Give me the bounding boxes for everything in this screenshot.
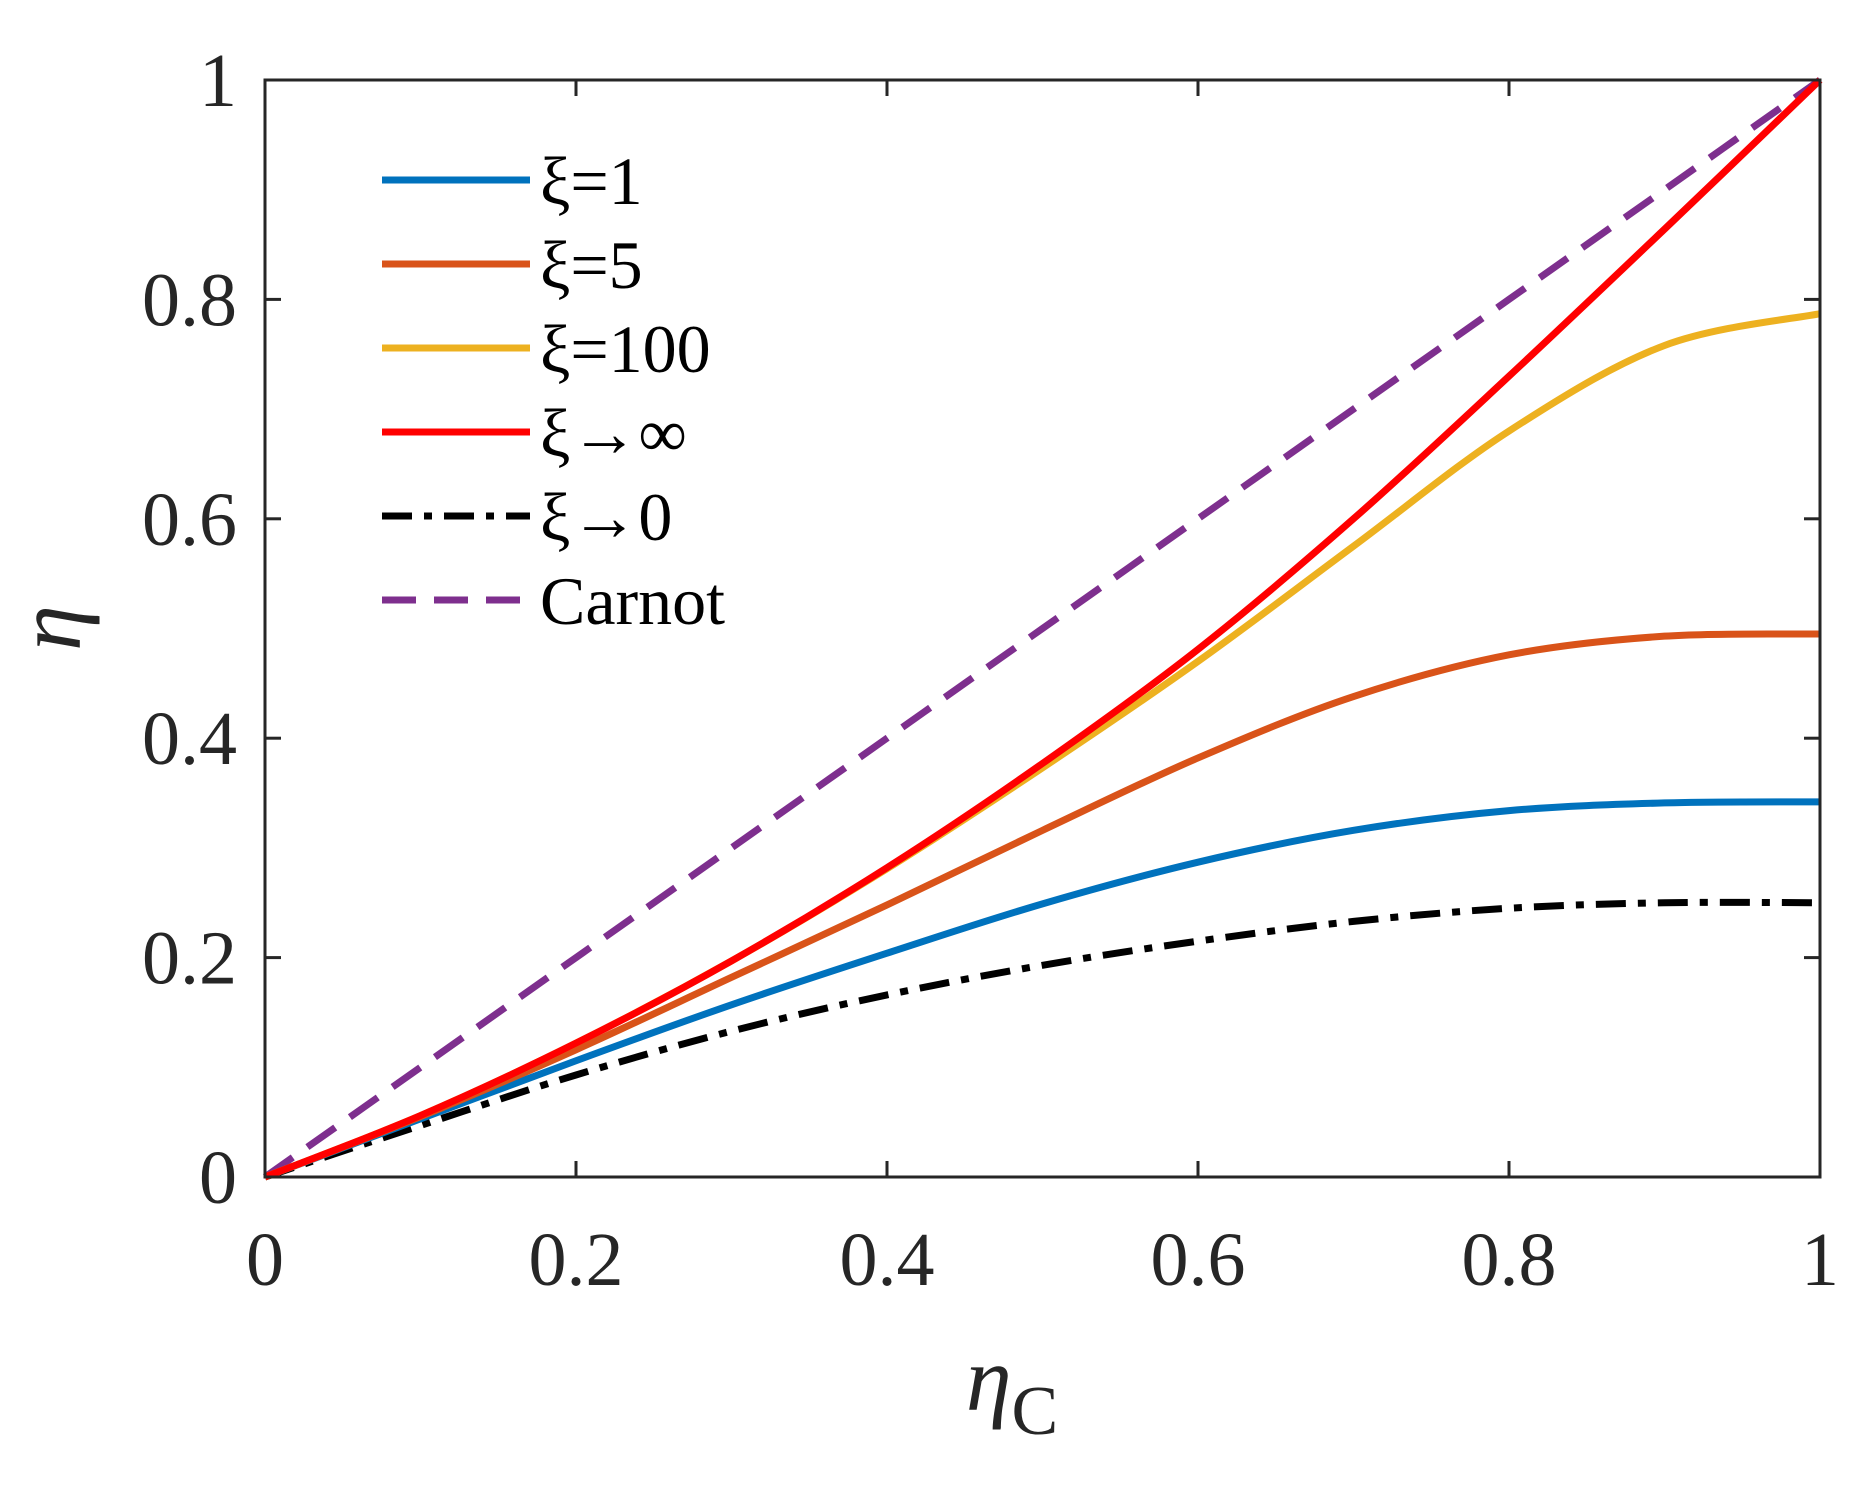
y-tick-label: 0.2 bbox=[142, 917, 237, 1001]
x-tick-label: 0.8 bbox=[1462, 1218, 1557, 1302]
x-tick-label: 0 bbox=[246, 1218, 284, 1302]
legend-label: ξ→∞ bbox=[540, 395, 687, 471]
y-tick-label: 0.4 bbox=[142, 697, 237, 781]
x-tick-label: 0.2 bbox=[529, 1218, 624, 1302]
x-axis-label-symbol: η bbox=[966, 1328, 1012, 1430]
x-tick-label: 0.4 bbox=[840, 1218, 935, 1302]
x-tick-label: 1 bbox=[1801, 1218, 1839, 1302]
tick-labels: 0 0.2 0.4 0.6 0.8 1 0 0.2 0.4 0.6 0.8 1 bbox=[142, 39, 1839, 1302]
y-tick-label: 0.8 bbox=[142, 258, 237, 342]
y-tick-label: 0 bbox=[199, 1136, 237, 1220]
legend-label: ξ→0 bbox=[540, 479, 672, 555]
axis-ticks bbox=[263, 78, 1822, 1179]
y-axis-label: η bbox=[0, 605, 100, 651]
legend-label: ξ=1 bbox=[540, 143, 643, 219]
y-tick-label: 1 bbox=[199, 39, 237, 123]
series-line-0 bbox=[263, 798, 1821, 1181]
plot-lines bbox=[262, 77, 1823, 1181]
legend-label: ξ=5 bbox=[540, 227, 643, 303]
x-tick-label: 0.6 bbox=[1151, 1218, 1246, 1302]
legend: ξ=1 ξ=5 ξ=100 ξ→∞ ξ→0 Carnot bbox=[382, 143, 725, 639]
x-axis-label-subscript: C bbox=[1011, 1373, 1058, 1450]
legend-label: ξ=100 bbox=[540, 311, 711, 387]
y-tick-label: 0.6 bbox=[142, 478, 237, 562]
series-line-3 bbox=[263, 77, 1823, 1181]
series-line-1 bbox=[263, 630, 1821, 1181]
legend-label: Carnot bbox=[540, 563, 725, 639]
x-axis-label: ηC bbox=[966, 1328, 1058, 1450]
axes-box bbox=[263, 78, 1822, 1179]
series-line-4 bbox=[263, 898, 1821, 1181]
series-line-5 bbox=[262, 77, 1823, 1180]
